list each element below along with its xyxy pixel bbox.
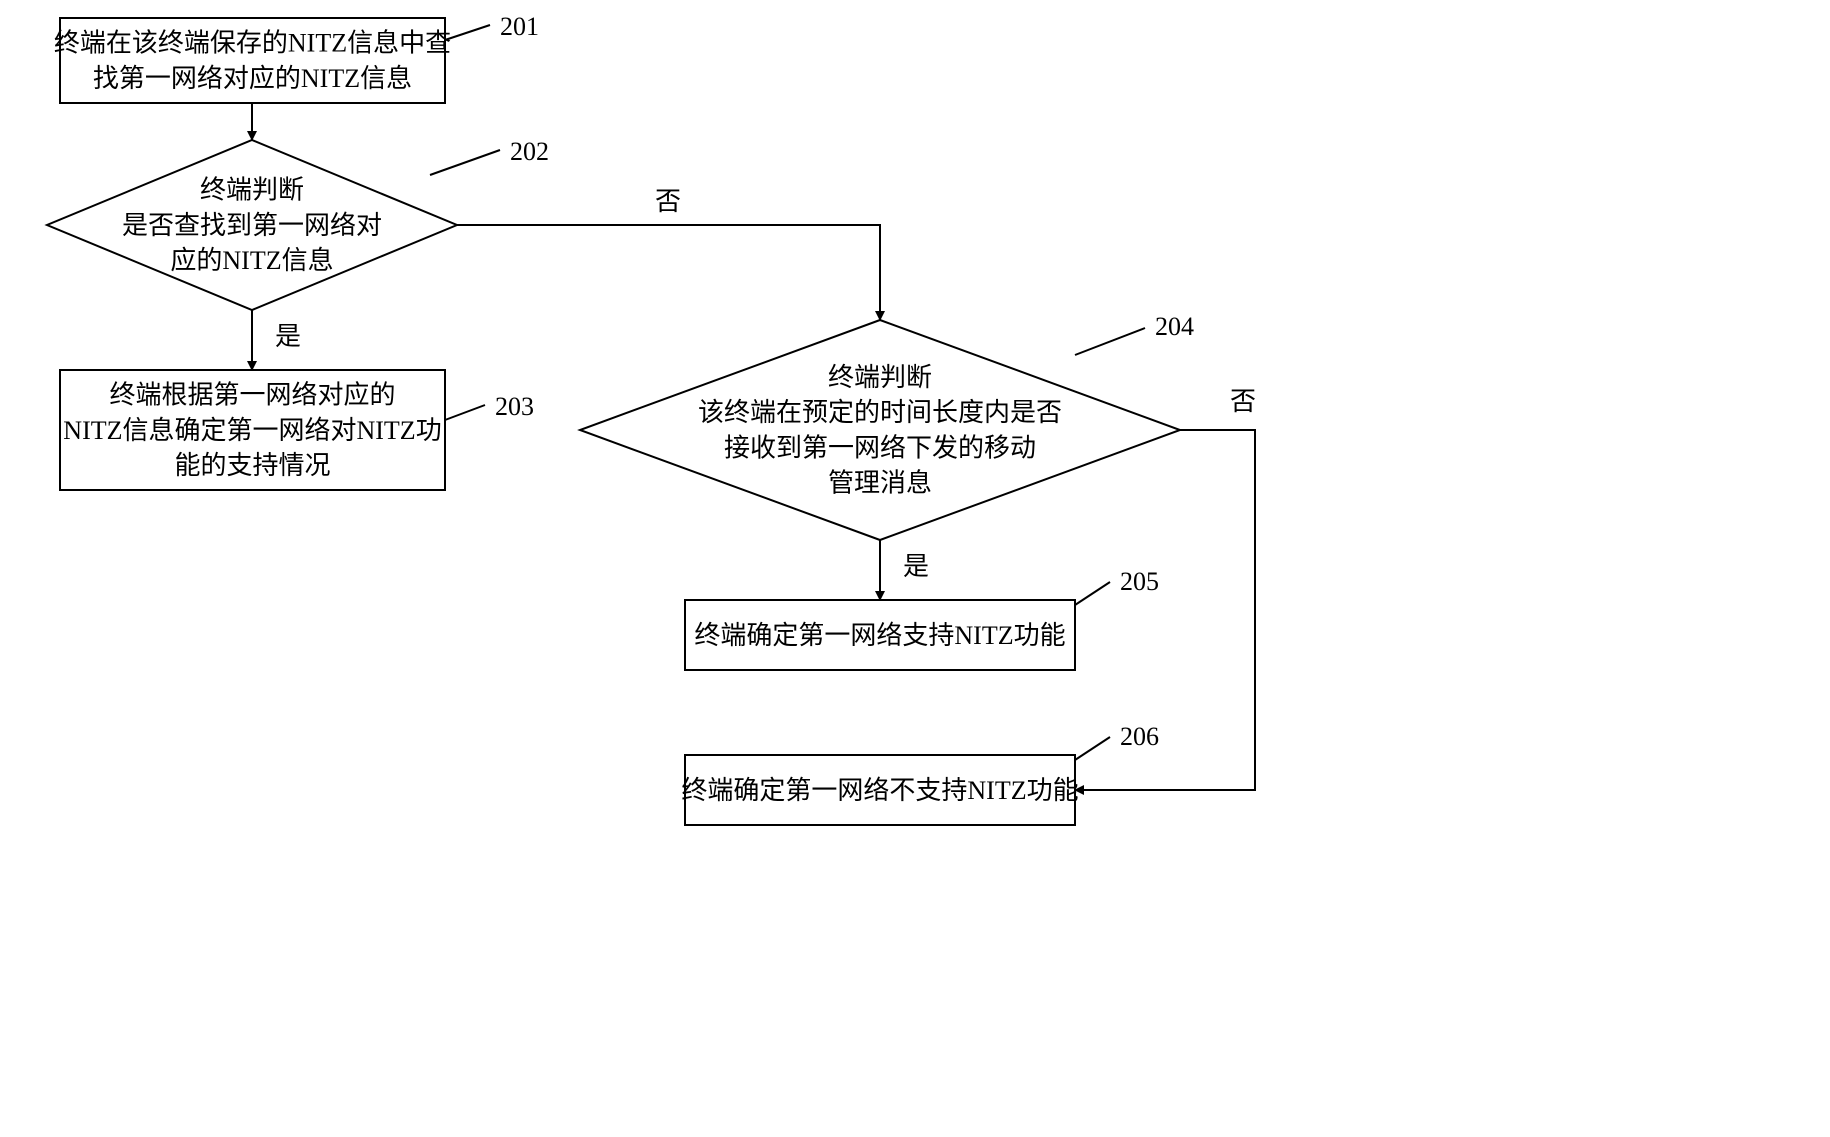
svg-text:该终端在预定的时间长度内是否: 该终端在预定的时间长度内是否: [698, 398, 1062, 427]
edge-1: 是: [252, 310, 301, 370]
svg-text:NITZ信息确定第一网络对NITZ功: NITZ信息确定第一网络对NITZ功: [63, 416, 441, 445]
svg-text:终端判断: 终端判断: [200, 176, 304, 205]
node-n204-text: 终端判断该终端在预定的时间长度内是否接收到第一网络下发的移动管理消息: [698, 363, 1062, 497]
svg-text:接收到第一网络下发的移动: 接收到第一网络下发的移动: [724, 433, 1036, 462]
node-n202-text: 终端判断是否查找到第一网络对应的NITZ信息: [122, 176, 382, 275]
edge-3: 是: [880, 540, 929, 600]
edge-label-4: 否: [1230, 387, 1256, 416]
ref-label-n205: 205: [1120, 567, 1159, 596]
node-n205-text: 终端确定第一网络支持NITZ功能: [694, 621, 1065, 650]
edge-4: 否: [1075, 387, 1256, 790]
svg-text:应的NITZ信息: 应的NITZ信息: [170, 246, 333, 275]
svg-text:是否查找到第一网络对: 是否查找到第一网络对: [122, 211, 382, 240]
svg-text:找第一网络对应的NITZ信息: 找第一网络对应的NITZ信息: [93, 64, 412, 93]
edge-label-1: 是: [275, 322, 301, 351]
node-n205: 205: [685, 567, 1159, 670]
svg-text:终端判断: 终端判断: [828, 363, 932, 392]
edge-2: 否: [457, 187, 880, 320]
ref-label-n201: 201: [500, 12, 539, 41]
svg-text:终端确定第一网络不支持NITZ功能: 终端确定第一网络不支持NITZ功能: [681, 776, 1078, 805]
svg-text:终端根据第一网络对应的: 终端根据第一网络对应的: [109, 381, 395, 410]
svg-text:能的支持情况: 能的支持情况: [174, 451, 330, 480]
ref-label-n203: 203: [495, 392, 534, 421]
svg-text:终端在该终端保存的NITZ信息中查: 终端在该终端保存的NITZ信息中查: [54, 29, 451, 58]
ref-label-n206: 206: [1120, 722, 1159, 751]
edge-label-2: 否: [655, 187, 681, 216]
ref-label-n204: 204: [1155, 312, 1194, 341]
svg-text:管理消息: 管理消息: [828, 468, 932, 497]
node-n201-text: 终端在该终端保存的NITZ信息中查找第一网络对应的NITZ信息: [54, 29, 451, 93]
node-n206-text: 终端确定第一网络不支持NITZ功能: [681, 776, 1078, 805]
node-n206: 206: [685, 722, 1159, 825]
svg-text:终端确定第一网络支持NITZ功能: 终端确定第一网络支持NITZ功能: [694, 621, 1065, 650]
node-n203-text: 终端根据第一网络对应的 NITZ信息确定第一网络对NITZ功能的支持情况: [63, 381, 441, 480]
edge-label-3: 是: [903, 552, 929, 581]
ref-label-n202: 202: [510, 137, 549, 166]
